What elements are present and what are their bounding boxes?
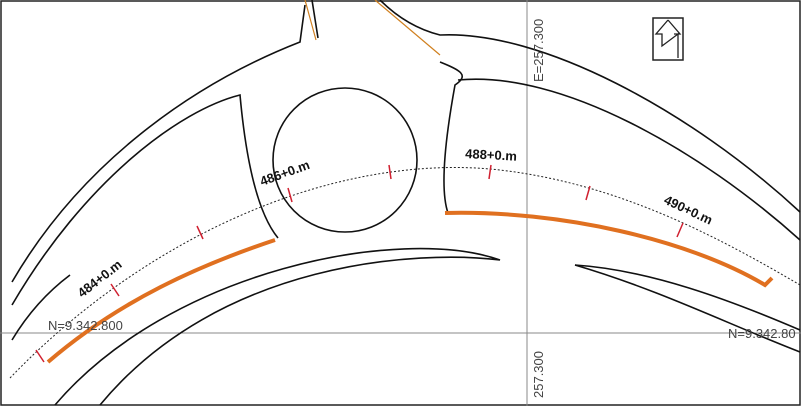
tick: [35, 349, 45, 363]
centerline: [9, 167, 801, 379]
edge-highlight: [46, 238, 276, 364]
road-edge: [11, 93, 279, 306]
road-edge: [379, 0, 801, 213]
road-edge: [54, 247, 501, 406]
road-edge: [311, 0, 319, 39]
edge-highlight: [444, 210, 774, 288]
coordinate-label: N=9.342.80: [728, 326, 796, 341]
tick: [110, 283, 120, 297]
orange-line: [304, 0, 317, 41]
north-arrow: [652, 17, 684, 61]
tick: [287, 187, 293, 203]
coordinate-label: 257.300: [531, 351, 546, 398]
tick: [585, 185, 591, 201]
road-edge: [439, 61, 463, 214]
tick: [676, 222, 684, 238]
tick: [388, 164, 392, 180]
road-edge: [11, 274, 71, 341]
station-ticks: [35, 164, 684, 363]
tick: [488, 164, 492, 180]
road-edge: [574, 264, 801, 331]
road-edge: [457, 78, 801, 241]
orange-line: [374, 0, 441, 56]
road-edges: [11, 0, 801, 406]
coordinate-label: E=257.300: [531, 19, 546, 82]
road-edge: [574, 264, 801, 353]
road-edge: [11, 4, 306, 283]
tick: [196, 225, 204, 240]
roundabout-island: [272, 87, 418, 233]
coordinate-label: N=9.342.800: [48, 318, 123, 333]
station-label: 488+0.m: [465, 146, 517, 164]
